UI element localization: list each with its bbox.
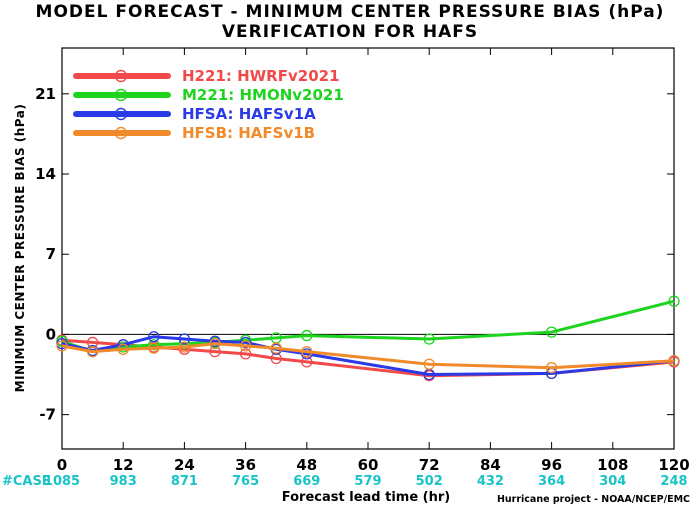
legend-label: H221: HWRFv2021	[182, 67, 340, 85]
legend-label: M221: HMONv2021	[182, 86, 344, 104]
data-point	[301, 345, 313, 358]
legend-marker	[114, 107, 128, 121]
chart-title: MODEL FORECAST - MINIMUM CENTER PRESSURE…	[36, 2, 665, 22]
data-point	[301, 329, 313, 342]
data-point	[56, 340, 68, 352]
data-point	[86, 345, 99, 358]
legend-marker	[114, 88, 128, 102]
data-point	[148, 339, 160, 351]
data-point	[668, 295, 680, 307]
data-point	[178, 333, 191, 345]
x-tick-label: 120	[658, 456, 689, 474]
y-tick-label: 7	[46, 245, 56, 263]
data-point	[239, 348, 252, 360]
x-axis-ticks: 0 12 24 36 48 60 72 84 96 108 120	[57, 48, 690, 474]
series-hfsa	[56, 331, 680, 381]
plot-frame	[61, 47, 675, 450]
data-point	[148, 342, 160, 354]
data-point	[86, 336, 99, 349]
cases-label: #CASE	[2, 474, 51, 489]
y-tick-label: 0	[46, 325, 56, 343]
x-tick-label: 48	[296, 456, 317, 474]
legend-item-h221: H221: HWRFv2021	[73, 67, 340, 85]
case-count: 432	[477, 474, 504, 489]
series-line-m221	[61, 299, 675, 354]
data-point	[270, 342, 282, 354]
case-count: 1085	[44, 474, 80, 489]
legend-marker	[114, 69, 128, 83]
data-point	[239, 340, 252, 352]
legend-item-m221: M221: HMONv2021	[73, 86, 344, 104]
data-point	[209, 337, 221, 350]
legend-label: HFSA: HAFSv1A	[182, 105, 316, 123]
case-count: 669	[293, 474, 320, 489]
series-hfsb	[56, 337, 680, 374]
y-tick-label: 21	[35, 85, 56, 103]
legend-label: HFSB: HAFSv1B	[182, 124, 315, 142]
x-tick-label: 72	[419, 456, 440, 474]
x-tick-label: 108	[597, 456, 628, 474]
y-tick-label: -7	[39, 406, 56, 424]
data-point	[239, 336, 252, 349]
x-tick-label: 84	[480, 456, 501, 474]
data-point	[545, 362, 558, 374]
data-point	[423, 358, 435, 370]
case-count: 765	[232, 474, 259, 489]
data-point	[668, 355, 680, 367]
y-tick-label: 14	[35, 165, 56, 183]
x-tick-label: 60	[358, 456, 379, 474]
data-point	[117, 343, 129, 355]
case-count: 579	[354, 474, 381, 489]
data-point	[178, 341, 191, 353]
x-tick-label: 36	[235, 456, 256, 474]
case-count: 364	[538, 474, 565, 489]
x-tick-label: 12	[113, 456, 134, 474]
x-axis-label: Forecast lead time (hr)	[282, 490, 450, 505]
data-point	[423, 333, 435, 345]
chart-subtitle: VERIFICATION FOR HAFS	[222, 22, 478, 42]
x-tick-label: 96	[541, 456, 562, 474]
x-tick-label: 24	[174, 456, 195, 474]
data-point	[148, 331, 160, 343]
legend-item-hfsa: HFSA: HAFSv1A	[73, 105, 316, 123]
case-count: 871	[171, 474, 198, 489]
case-count: 983	[110, 474, 137, 489]
legend-item-hfsb: HFSB: HAFSv1B	[73, 124, 315, 142]
x-tick-label: 0	[57, 456, 67, 474]
case-count: 248	[660, 474, 687, 489]
legend-marker	[114, 126, 128, 140]
case-count: 304	[599, 474, 626, 489]
data-point	[545, 326, 558, 338]
y-axis-label: MINIMUM CENTER PRESSURE BIAS (hPa)	[13, 104, 27, 393]
case-count: 502	[416, 474, 443, 489]
series-layer	[56, 295, 680, 382]
credit-text: Hurricane project - NOAA/NCEP/EMC	[497, 494, 690, 505]
case-counts: 1085 983 871 765 669 579 502 432 364 304 248	[44, 474, 688, 489]
